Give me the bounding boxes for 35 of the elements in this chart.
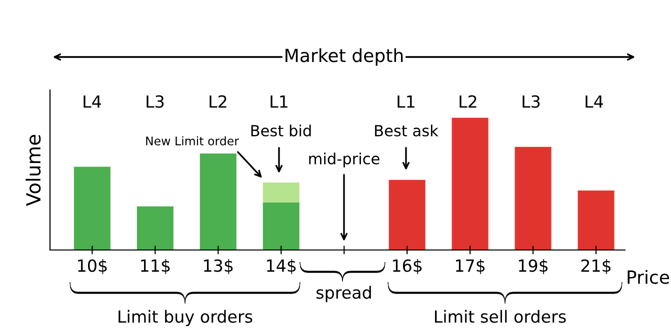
text: L2 xyxy=(460,95,476,108)
text: L1 xyxy=(270,95,288,108)
text: L2 xyxy=(210,95,226,108)
x-tick-label: 19$ xyxy=(518,259,548,274)
bar xyxy=(514,146,552,250)
text: L3 xyxy=(146,95,164,108)
x-tick-label: 11$ xyxy=(141,259,170,274)
annotation: Best ask xyxy=(375,124,438,136)
bar xyxy=(578,190,614,250)
bar xyxy=(388,180,426,250)
bar xyxy=(200,153,236,250)
text: Limit sell orders xyxy=(435,310,566,323)
annotation: mid-price xyxy=(309,152,380,168)
x-tick-label: 10$ xyxy=(78,259,107,274)
annotation: Best bid xyxy=(251,124,311,136)
bar xyxy=(74,166,110,250)
bar xyxy=(136,206,174,250)
x-tick-label: 16$ xyxy=(393,259,422,274)
text: L4 xyxy=(586,95,604,108)
y-axis-title: Volume xyxy=(26,134,41,206)
x-tick-label: 14$ xyxy=(267,259,296,274)
text: L3 xyxy=(522,95,540,108)
bar xyxy=(262,182,300,202)
bar xyxy=(262,202,300,250)
text: L1 xyxy=(398,95,414,108)
x-tick-label: 21$ xyxy=(581,259,611,274)
x-axis-title: Price xyxy=(628,270,670,284)
text: Market depth xyxy=(286,48,403,66)
x-tick-label: 17$ xyxy=(456,259,485,274)
text: Limit buy orders xyxy=(118,310,252,326)
text: L4 xyxy=(84,95,102,108)
bar xyxy=(452,118,488,250)
x-tick-label: 13$ xyxy=(204,259,233,274)
text: spread xyxy=(316,286,371,302)
annotation: New Limit order xyxy=(146,136,239,146)
